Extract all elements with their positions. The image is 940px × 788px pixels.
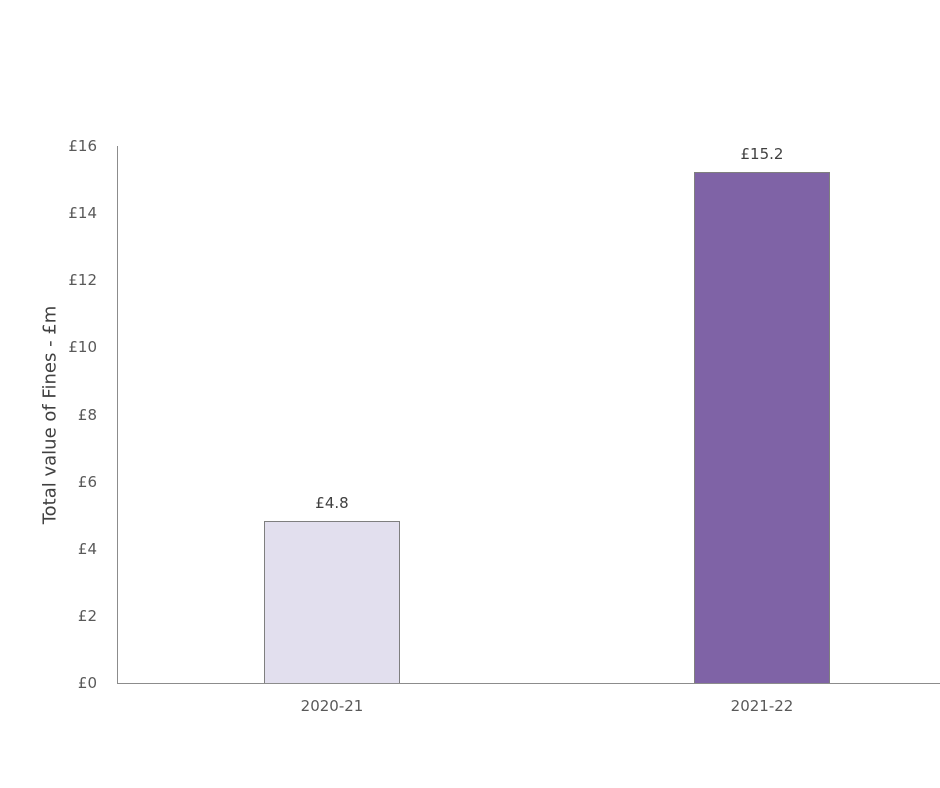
- bar-2021-22: [694, 172, 830, 683]
- y-tick-label: £8: [77, 406, 97, 424]
- y-axis-title: Total value of Fines - £m: [39, 305, 61, 525]
- y-tick-label: £10: [68, 338, 97, 356]
- x-tick-label: 2021-22: [730, 697, 794, 715]
- y-tick-label: £2: [77, 607, 97, 625]
- y-tick-label: £6: [77, 473, 97, 491]
- bar-2020-21: [264, 521, 400, 683]
- y-axis-line: [117, 146, 118, 684]
- y-tick-label: £12: [68, 271, 97, 289]
- data-label-2021-22: £15.2: [740, 145, 784, 163]
- x-tick-label: 2020-21: [300, 697, 364, 715]
- y-tick-label: £16: [68, 137, 97, 155]
- data-label-2020-21: £4.8: [315, 494, 349, 512]
- y-tick-label: £0: [77, 674, 97, 692]
- x-axis-line: [117, 683, 940, 684]
- y-tick-label: £4: [77, 540, 97, 558]
- y-tick-label: £14: [68, 204, 97, 222]
